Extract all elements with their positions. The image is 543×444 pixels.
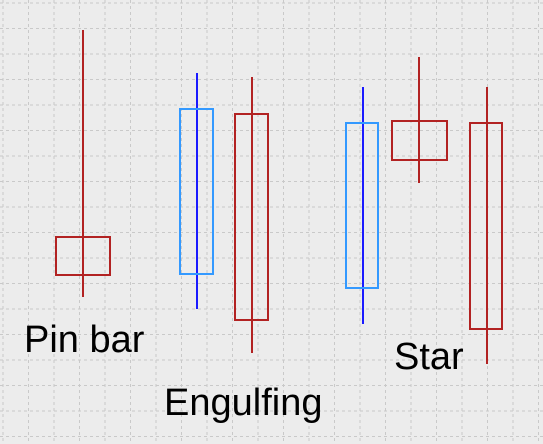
pin-bar-candle [55, 30, 111, 297]
candle-body [179, 108, 214, 275]
candle-body [391, 120, 448, 161]
candle-body [345, 122, 379, 289]
star-candle-bearish [469, 87, 503, 364]
engulfing-candle-bearish [234, 77, 269, 353]
candles-group [55, 30, 503, 364]
star-candle-bullish [345, 87, 379, 324]
engulfing-label: Engulfing [164, 382, 322, 424]
star-candle-small-bearish [391, 57, 448, 183]
pin-bar-label: Pin bar [24, 319, 145, 361]
engulfing-candle-bullish [179, 73, 214, 309]
candle-body [469, 122, 503, 330]
candle-body [234, 113, 269, 321]
star-label: Star [394, 336, 464, 378]
candle-body [55, 236, 111, 276]
